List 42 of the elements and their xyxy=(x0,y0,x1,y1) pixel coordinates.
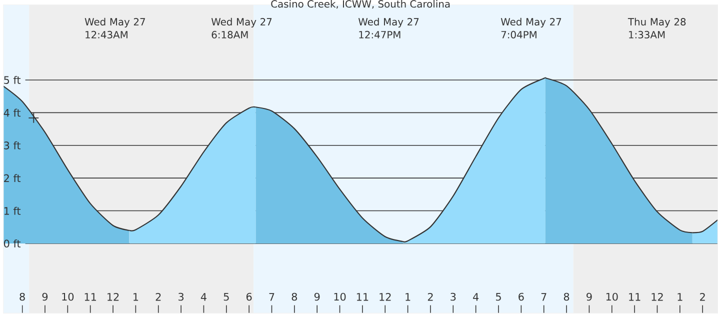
annotation: Wed May 27 6:18AM xyxy=(211,18,272,39)
x-tick-label: 2 xyxy=(156,293,161,301)
annotation: Thu May 28 1:33AM xyxy=(628,18,686,39)
x-tick-label: 6 xyxy=(246,293,252,301)
x-tick-label: 7 xyxy=(269,293,274,301)
x-tick-label: 12 xyxy=(108,293,119,301)
x-tick-label: 10 xyxy=(334,293,346,301)
x-tick-label: 10 xyxy=(606,293,618,301)
x-tick-label: 1 xyxy=(134,293,138,301)
annotation: Wed May 27 12:43AM xyxy=(84,18,145,39)
x-tick-label: 11 xyxy=(84,293,96,301)
x-tick-label: 1 xyxy=(678,293,682,301)
x-tick-label: 8 xyxy=(292,293,298,301)
x-tick-label: 9 xyxy=(586,293,592,301)
x-tick-label: 7 xyxy=(541,293,546,301)
x-tick-label: 3 xyxy=(450,293,456,301)
y-tick-label: 5 ft xyxy=(4,76,21,84)
x-tick-label: 11 xyxy=(629,293,640,301)
chart-title: Casino Creek, ICWW, South Carolina xyxy=(271,0,450,9)
x-tick-label: 2 xyxy=(700,293,705,301)
x-tick-label: 12 xyxy=(380,293,391,301)
x-tick-label: 9 xyxy=(314,293,320,301)
y-tick-label: 1 ft xyxy=(4,207,21,215)
x-tick-label: 5 xyxy=(496,293,501,301)
x-tick-label: 2 xyxy=(428,293,433,301)
x-tick-label: 8 xyxy=(20,293,25,301)
x-tick-label: 5 xyxy=(224,293,229,301)
y-tick-label: 4 ft xyxy=(4,108,21,117)
annotation: Wed May 27 7:04PM xyxy=(500,18,562,39)
x-tick-label: 3 xyxy=(178,293,184,301)
x-tick-label: 4 xyxy=(200,293,206,301)
x-tick-label: 6 xyxy=(518,293,524,301)
x-tick-label: 11 xyxy=(356,293,368,301)
x-tick-label: 8 xyxy=(564,293,570,301)
y-tick-label: 2 ft xyxy=(4,174,21,182)
x-tick-label: 10 xyxy=(62,293,74,301)
x-tick-label: 1 xyxy=(406,293,410,301)
x-tick-label: 9 xyxy=(42,293,48,301)
x-tick-label: 4 xyxy=(473,293,479,301)
x-tick-label: 12 xyxy=(652,293,663,301)
y-tick-label: 3 ft xyxy=(4,142,21,150)
annotation: Wed May 27 12:47PM xyxy=(358,18,419,39)
